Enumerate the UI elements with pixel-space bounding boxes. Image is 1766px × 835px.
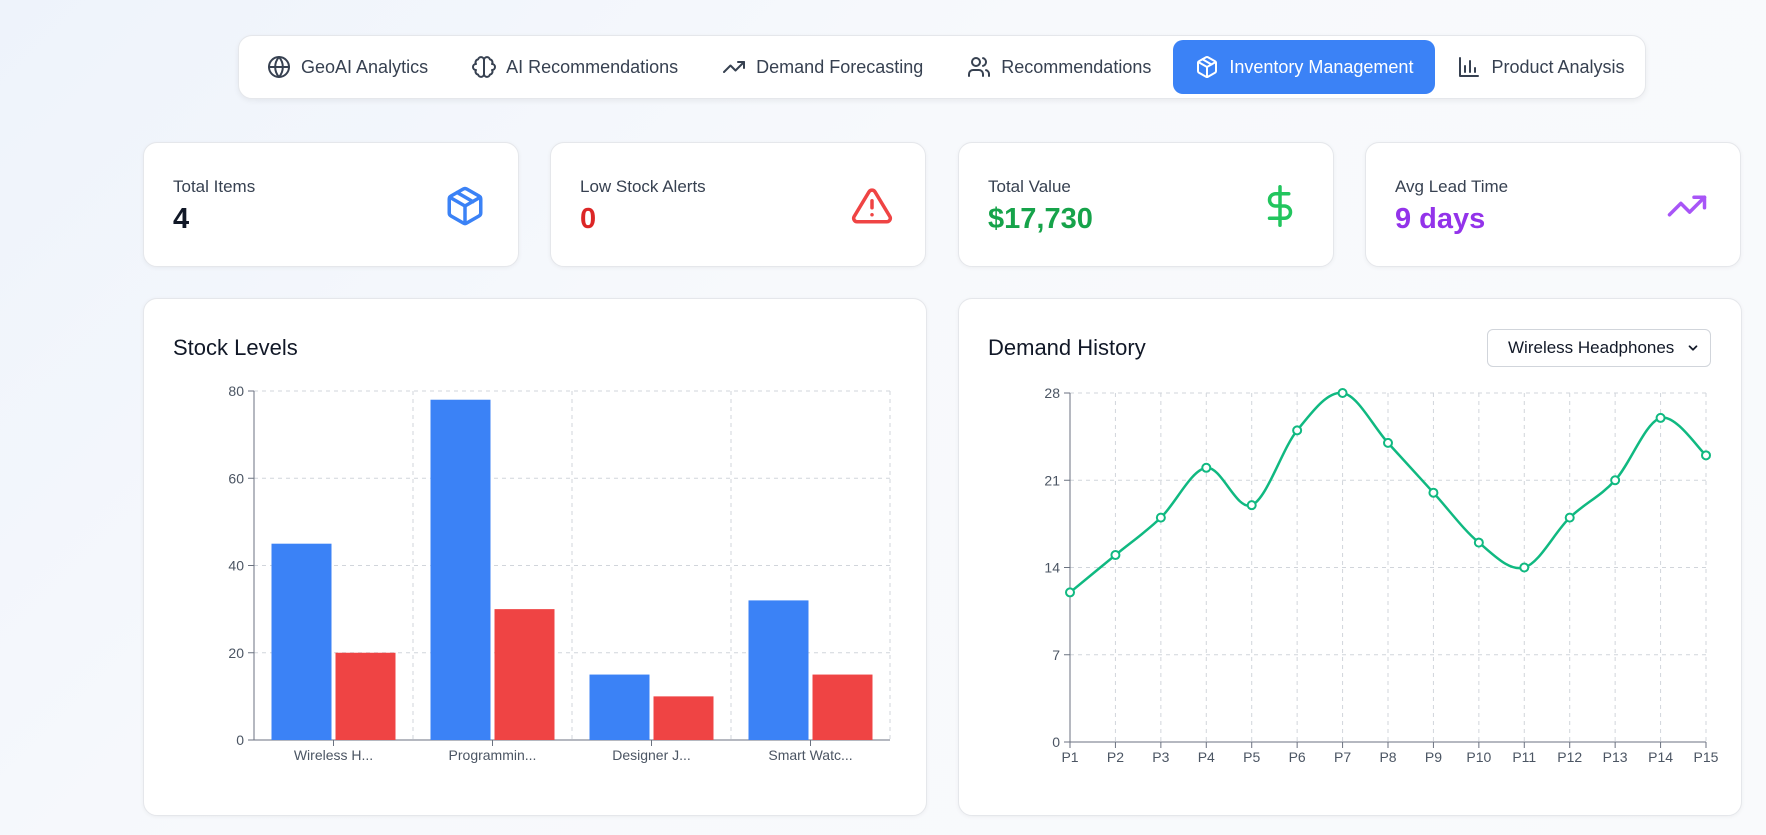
main-nav: GeoAI Analytics AI Recommendations Deman… xyxy=(238,35,1646,99)
y-tick-label: 7 xyxy=(1052,647,1060,663)
data-point xyxy=(1564,512,1575,523)
data-point xyxy=(1655,412,1666,423)
stat-value: $17,730 xyxy=(988,203,1093,235)
y-tick-label: 20 xyxy=(228,645,244,661)
x-tick-label: Smart Watc... xyxy=(768,747,852,763)
y-tick-label: 21 xyxy=(1044,472,1060,488)
tab-product-analysis[interactable]: Product Analysis xyxy=(1435,40,1646,94)
bar-chart-icon xyxy=(1459,57,1480,77)
alert-triangle-icon xyxy=(851,188,893,224)
x-tick-label: P3 xyxy=(1152,749,1169,765)
chevron-down-icon xyxy=(1688,345,1698,351)
brain-icon xyxy=(472,56,497,78)
demand-history-chart: 0 7 14 21 28 P1 P2 P3 P4 P5 P6 P7 P8 P9 P10 P11 P12 P13 P1… xyxy=(1044,385,1719,765)
data-point xyxy=(1519,562,1530,573)
data-point xyxy=(1110,550,1121,561)
x-tick-label: P4 xyxy=(1198,749,1215,765)
stock-levels-panel: Stock Levels 0 20 40 60 80 Wireless H... Progr… xyxy=(143,298,927,816)
tab-label: AI Recommendations xyxy=(506,56,679,77)
product-select-value: Wireless Headphones xyxy=(1508,338,1675,357)
globe-icon xyxy=(268,56,290,78)
tab-label: Product Analysis xyxy=(1491,56,1625,77)
data-point xyxy=(1292,425,1303,436)
bar xyxy=(589,674,650,740)
y-tick-label: 80 xyxy=(228,383,244,399)
y-tick-label: 14 xyxy=(1044,560,1060,576)
stat-label: Total Items xyxy=(173,177,256,196)
stat-card-low-stock: Low Stock Alerts 0 xyxy=(550,142,926,267)
data-point xyxy=(1337,388,1348,398)
x-tick-label: P11 xyxy=(1512,749,1536,765)
stat-value: 0 xyxy=(580,203,597,235)
trending-up-icon xyxy=(723,61,746,73)
trending-up-icon xyxy=(1667,195,1707,217)
x-tick-label: P5 xyxy=(1243,749,1260,765)
tab-inventory-management[interactable]: Inventory Management xyxy=(1173,40,1436,94)
bar xyxy=(748,600,809,740)
x-tick-label: Designer J... xyxy=(612,747,691,763)
y-tick-label: 0 xyxy=(236,732,244,748)
x-tick-label: P6 xyxy=(1289,749,1306,765)
x-tick-label: P2 xyxy=(1107,749,1124,765)
tab-recommendations[interactable]: Recommendations xyxy=(945,40,1173,94)
stat-value: 4 xyxy=(173,203,190,235)
stat-card-total-value: Total Value $17,730 xyxy=(958,142,1334,267)
stat-label: Avg Lead Time xyxy=(1395,177,1509,196)
x-tick-label: P10 xyxy=(1466,749,1491,765)
tab-demand-forecasting[interactable]: Demand Forecasting xyxy=(700,40,945,94)
x-tick-label: P15 xyxy=(1694,749,1719,765)
data-point xyxy=(1383,437,1393,448)
x-tick-label: Wireless H... xyxy=(294,747,373,763)
tab-ai-recommendations[interactable]: AI Recommendations xyxy=(450,40,700,94)
data-point xyxy=(1473,537,1484,548)
bar xyxy=(271,543,332,740)
y-tick-label: 28 xyxy=(1044,385,1060,401)
x-tick-label: P12 xyxy=(1557,749,1582,765)
data-point xyxy=(1201,462,1212,473)
bar xyxy=(335,652,396,740)
x-tick-label: P1 xyxy=(1061,749,1078,765)
x-tick-label: P9 xyxy=(1425,749,1442,765)
tab-label: Demand Forecasting xyxy=(756,56,924,77)
panel-title: Demand History xyxy=(988,335,1146,360)
bar xyxy=(494,609,555,740)
y-tick-label: 40 xyxy=(228,558,244,574)
y-tick-label: 0 xyxy=(1052,734,1060,750)
demand-history-panel: Demand History Wireless Headphones 0 7 14 2… xyxy=(958,298,1742,816)
tab-label: Inventory Management xyxy=(1229,56,1414,77)
data-point xyxy=(1428,487,1439,498)
stat-label: Low Stock Alerts xyxy=(580,177,706,196)
data-point xyxy=(1701,450,1711,461)
x-tick-label: P13 xyxy=(1603,749,1628,765)
tab-label: Recommendations xyxy=(1001,56,1152,77)
x-tick-label: P8 xyxy=(1379,749,1396,765)
bar xyxy=(430,399,491,740)
data-point xyxy=(1065,587,1075,598)
dollar-sign-icon xyxy=(1267,185,1293,227)
stock-levels-chart: 0 20 40 60 80 Wireless H... Programmin... Desig… xyxy=(228,383,891,763)
tab-geoai-analytics[interactable]: GeoAI Analytics xyxy=(245,40,450,94)
bar xyxy=(653,696,714,740)
stat-label: Total Value xyxy=(988,177,1071,196)
data-point xyxy=(1155,512,1166,523)
stat-card-avg-lead-time: Avg Lead Time 9 days xyxy=(1365,142,1741,267)
users-icon xyxy=(968,57,991,77)
x-tick-label: P14 xyxy=(1648,749,1673,765)
bar xyxy=(812,674,873,740)
data-point xyxy=(1246,500,1257,511)
x-tick-label: Programmin... xyxy=(449,747,537,763)
package-icon xyxy=(447,186,483,226)
stat-value: 9 days xyxy=(1395,203,1486,235)
stat-card-total-items: Total Items 4 xyxy=(143,142,519,267)
panel-title: Stock Levels xyxy=(173,335,298,360)
x-tick-label: P7 xyxy=(1334,749,1351,765)
product-select[interactable]: Wireless Headphones xyxy=(1487,329,1711,367)
data-point xyxy=(1610,475,1621,486)
y-tick-label: 60 xyxy=(228,470,244,486)
package-icon xyxy=(1197,56,1218,78)
tab-label: GeoAI Analytics xyxy=(301,56,429,77)
